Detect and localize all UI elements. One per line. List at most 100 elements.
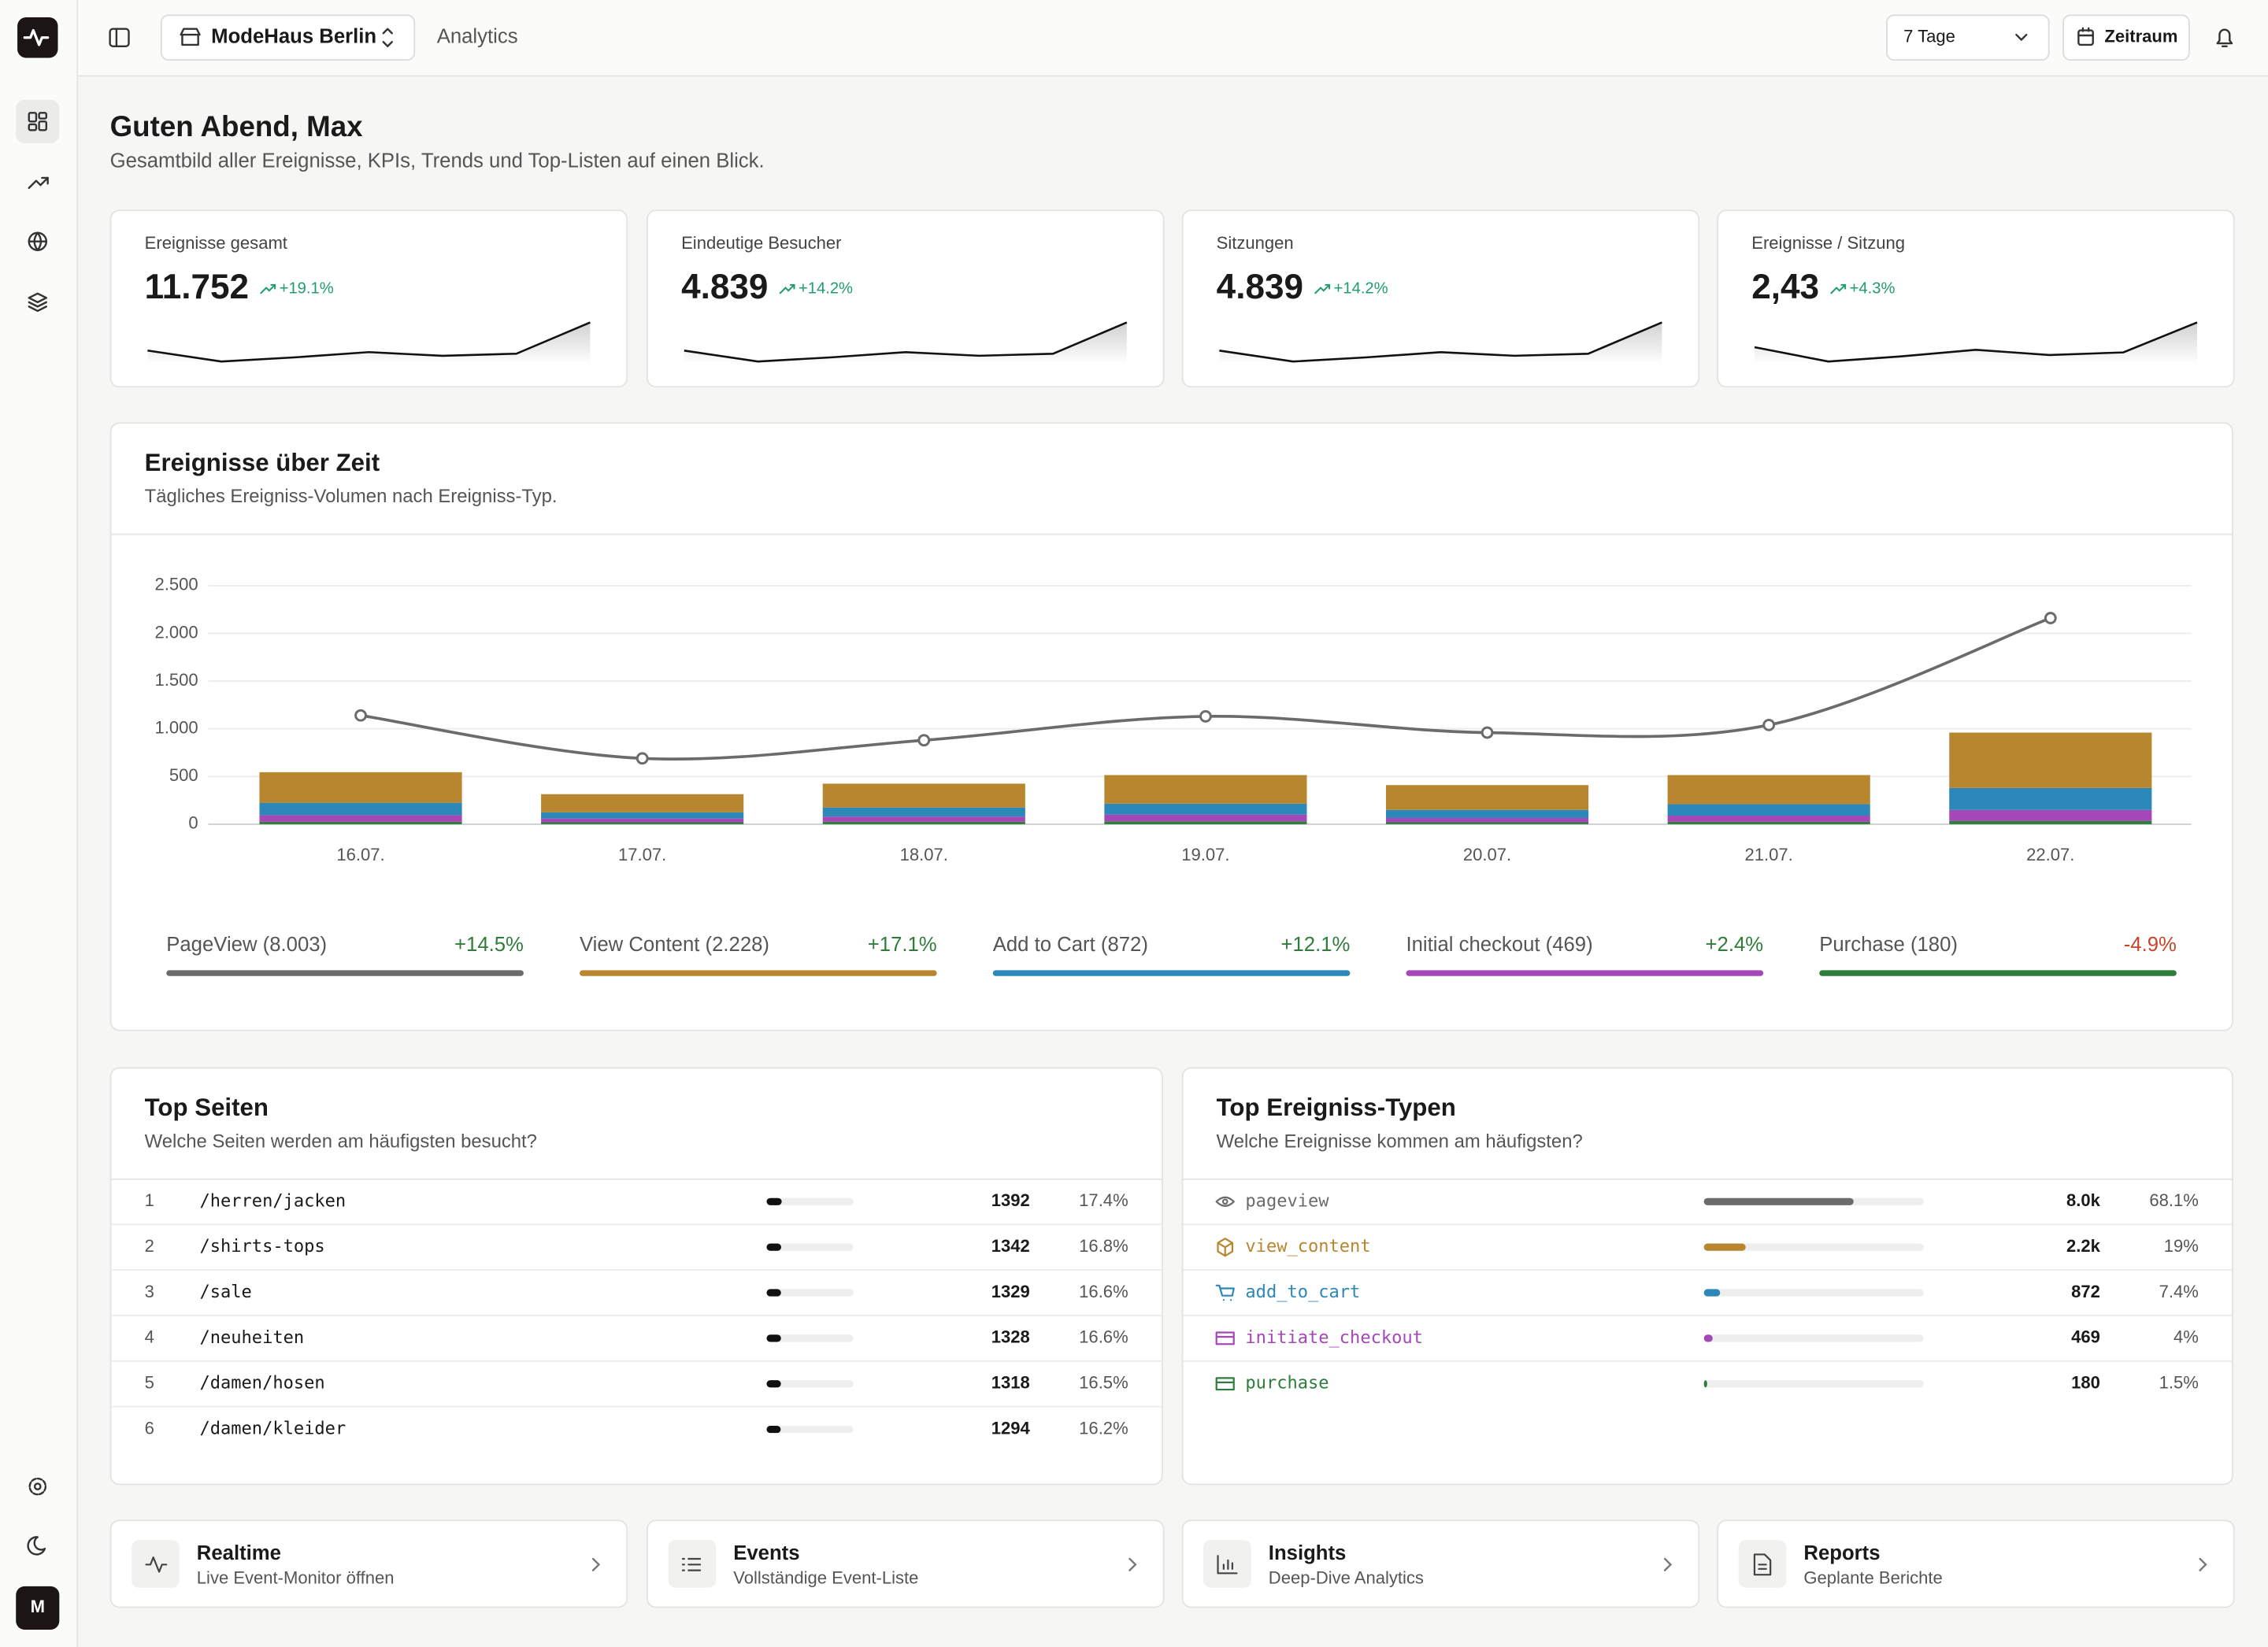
logo[interactable] xyxy=(17,17,58,58)
line-point xyxy=(636,752,649,765)
kpi-value: 4.839 xyxy=(1217,268,1303,306)
event-icon xyxy=(1217,1238,1233,1257)
quick-link-subtitle: Vollständige Event-Liste xyxy=(733,1568,918,1588)
chart-subtitle: Tägliches Ereigniss-Volumen nach Ereigni… xyxy=(145,486,558,507)
notifications[interactable] xyxy=(2216,28,2233,47)
bar-segment xyxy=(1385,818,1589,823)
share-bar xyxy=(1703,1243,1746,1251)
bar-segment xyxy=(1949,787,2152,810)
event-types-subtitle: Welche Ereignisse kommen am häufigsten? xyxy=(1217,1131,1583,1152)
quick-link-icon xyxy=(1753,1553,1772,1576)
share-bar xyxy=(766,1334,781,1342)
kpi-trend-icon xyxy=(779,283,795,294)
chart-card xyxy=(109,422,2233,1031)
top-pages-subtitle: Welche Seiten werden am häufigsten besuc… xyxy=(145,1131,537,1152)
nav-trends[interactable] xyxy=(28,176,49,189)
quick-link-title: Insights xyxy=(1269,1542,1347,1564)
nav-theme[interactable] xyxy=(27,1536,46,1556)
sidebar-toggle[interactable] xyxy=(109,28,130,47)
kpi-label: Ereignisse gesamt xyxy=(145,233,287,253)
line-point xyxy=(1199,710,1212,723)
x-tick-label: 22.07. xyxy=(2026,845,2074,864)
legend-change: +12.1% xyxy=(1281,934,1351,956)
range-select-value: 7 Tage xyxy=(1903,27,1955,46)
row-share: 17.4% xyxy=(1079,1190,1128,1210)
kpi-value: 11.752 xyxy=(145,268,249,306)
avatar[interactable] xyxy=(16,1586,60,1630)
row-count: 1328 xyxy=(991,1327,1030,1347)
line-point xyxy=(354,709,367,722)
kpi-change: +14.2% xyxy=(1334,280,1388,298)
kpi-trend-icon xyxy=(1314,283,1331,294)
event-icon xyxy=(1215,1377,1235,1391)
share-track xyxy=(1703,1243,1924,1251)
kpi-change: +14.2% xyxy=(799,280,853,298)
share-bar xyxy=(766,1243,781,1251)
nav-settings[interactable] xyxy=(28,1477,47,1496)
kpi-card xyxy=(1181,209,1700,388)
legend-label[interactable]: PageView (8.003) xyxy=(166,934,327,956)
kpi-label: Sitzungen xyxy=(1217,233,1294,253)
quick-link-card[interactable] xyxy=(109,1519,628,1608)
line-point xyxy=(2044,612,2057,624)
event-name: add_to_cart xyxy=(1245,1282,1360,1302)
event-share: 7.4% xyxy=(2159,1282,2199,1301)
legend-label[interactable]: View Content (2.228) xyxy=(580,934,769,956)
share-track xyxy=(766,1334,854,1342)
nav-layers[interactable] xyxy=(28,292,47,313)
row-share: 16.6% xyxy=(1079,1282,1128,1301)
share-track xyxy=(766,1243,854,1251)
row-rank: 2 xyxy=(145,1236,154,1256)
kpi-card xyxy=(109,209,628,388)
bar-segment xyxy=(1949,809,2152,821)
bar-segment xyxy=(541,794,744,812)
legend-swatch xyxy=(1406,970,1764,976)
share-bar xyxy=(766,1197,782,1205)
nav-globe[interactable] xyxy=(28,231,47,251)
bar-segment xyxy=(822,783,1025,808)
row-share: 16.6% xyxy=(1079,1327,1128,1347)
x-tick-label: 17.07. xyxy=(618,845,666,864)
event-icon xyxy=(1215,1284,1235,1301)
legend-label[interactable]: Add to Cart (872) xyxy=(993,934,1148,956)
bar-segment xyxy=(259,821,462,824)
quick-link-chevron xyxy=(1663,1557,1673,1571)
legend-label[interactable]: Initial checkout (469) xyxy=(1406,934,1592,956)
legend-change: +14.5% xyxy=(454,934,524,956)
kpi-trend-icon xyxy=(260,283,276,294)
nav-dashboard[interactable] xyxy=(28,112,47,131)
row-share: 16.2% xyxy=(1079,1418,1128,1438)
quick-link-subtitle: Live Event-Monitor öffnen xyxy=(197,1568,395,1588)
range-select[interactable] xyxy=(1886,14,2050,61)
kpi-value: 4.839 xyxy=(681,268,768,306)
avatar-initial: M xyxy=(31,1597,45,1616)
store-selector[interactable] xyxy=(160,14,416,61)
share-bar xyxy=(1703,1334,1713,1342)
legend-change: -4.9% xyxy=(2124,934,2177,956)
store-name: ModeHaus Berlin xyxy=(211,26,376,48)
quick-link-title: Reports xyxy=(1803,1542,1880,1564)
kpi-change: +4.3% xyxy=(1850,280,1896,298)
quick-link-subtitle: Geplante Berichte xyxy=(1803,1568,1942,1588)
bar-segment xyxy=(1104,803,1307,815)
kpi-sparkline xyxy=(1219,321,1662,363)
row-path: /damen/hosen xyxy=(199,1374,324,1393)
event-icon xyxy=(1215,1196,1235,1207)
period-button[interactable] xyxy=(2062,14,2190,61)
chart-title: Ereignisse über Zeit xyxy=(145,449,380,476)
row-count: 1329 xyxy=(991,1282,1030,1301)
share-track xyxy=(766,1289,854,1297)
legend-label[interactable]: Purchase (180) xyxy=(1819,934,1958,956)
top-pages-card xyxy=(109,1067,1163,1486)
y-tick-label: 500 xyxy=(169,765,198,785)
quick-link-card[interactable] xyxy=(1717,1519,2235,1608)
event-share: 4% xyxy=(2174,1327,2199,1347)
row-rank: 6 xyxy=(145,1418,154,1438)
sidebar xyxy=(0,0,77,1647)
event-count: 180 xyxy=(2071,1373,2100,1393)
bar-segment xyxy=(541,812,744,819)
quick-link-card[interactable] xyxy=(1181,1519,1700,1608)
quick-link-card[interactable] xyxy=(647,1519,1165,1608)
quick-link-chevron xyxy=(2199,1557,2207,1571)
